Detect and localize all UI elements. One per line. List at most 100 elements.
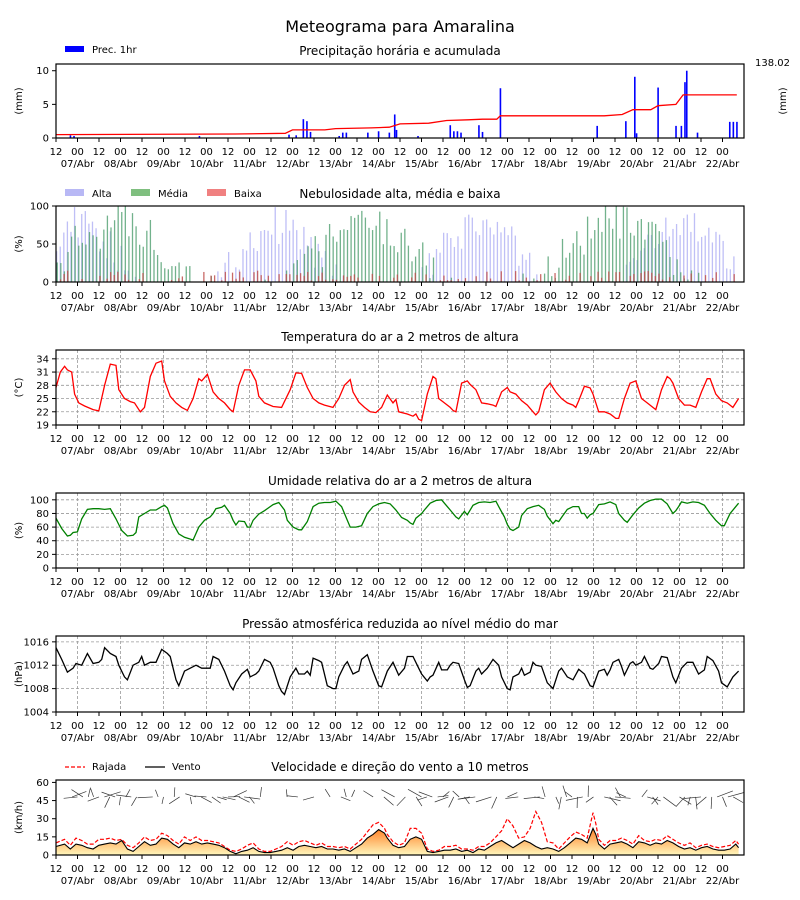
x-tick-label-hour: 12 [308,721,321,732]
cloud-bar-baixa [256,270,259,282]
cloud-bar-media [414,256,417,282]
precip-bar [388,132,391,138]
cloud-bar-baixa [231,272,234,282]
x-tick-label-date: 12/Abr [276,446,310,457]
wind-direction-arrow [437,795,449,798]
cloud-bar-media [149,219,152,282]
x-tick-label-hour: 00 [415,721,428,732]
cloud-bar-baixa [224,271,227,282]
cloud-bar-baixa [242,277,244,282]
x-tick-label-hour: 12 [566,434,579,445]
cloud-bar-media [608,218,610,282]
cloud-bar-alta [446,233,448,282]
x-tick-label-hour: 12 [222,434,235,445]
wind-direction-arrow [137,796,153,799]
cloud-bar-baixa [181,276,184,282]
wind-direction-arrow [418,791,433,798]
y-tick-label: 31 [36,368,49,379]
x-tick-label-hour: 12 [695,864,708,875]
panel-wind: Velocidade e direção do vento a 10 metro… [14,760,745,887]
cloud-bar-alta [722,240,724,282]
x-tick-label-hour: 00 [329,147,342,158]
cloud-bar-media [662,241,664,282]
wind-direction-arrow [87,796,100,802]
cloud-bar-baixa [411,277,413,282]
x-tick-label-hour: 00 [501,434,514,445]
x-tick-label-date: 13/Abr [319,159,353,170]
wind-direction-arrow [609,796,618,806]
x-tick-label-date: 13/Abr [319,876,353,887]
cloud-bar-baixa [690,273,692,282]
cloud-bar-media [629,232,632,282]
x-tick-label-hour: 12 [136,147,149,158]
cloud-bar-baixa [117,271,119,282]
y-tick-label: 15 [36,832,49,843]
cloud-bar-baixa [81,279,83,282]
cloud-bar-media [178,262,180,282]
x-tick-label-date: 10/Abr [190,589,224,600]
cloud-bar-media [357,214,359,282]
x-tick-label-hour: 00 [501,721,514,732]
x-tick-label-date: 08/Abr [104,303,138,314]
x-tick-label-hour: 12 [394,864,407,875]
x-tick-label-hour: 12 [480,721,493,732]
x-tick-label-hour: 12 [222,721,235,732]
x-tick-label-date: 13/Abr [319,733,353,744]
x-tick-label-date: 15/Abr [405,589,439,600]
cloud-bar-alta [288,230,291,282]
x-tick-label-hour: 00 [587,291,600,302]
y-tick-label: 1008 [24,684,49,695]
x-tick-label-hour: 12 [265,291,278,302]
legend-swatch-alta [65,189,84,196]
cloud-bar-alta [686,214,688,282]
x-tick-label-date: 22/Abr [706,876,740,887]
legend-label: Baixa [234,189,262,200]
cloud-bar-media [558,267,560,282]
precip-bar [417,135,419,138]
cloud-bar-baixa [325,279,327,282]
cloud-bar-media [626,207,628,282]
cloud-bar-baixa [518,280,520,282]
cloud-bar-media [318,251,320,282]
x-tick-label-hour: 00 [415,434,428,445]
cloud-bar-media [121,211,123,282]
panel-title: Umidade relativa do ar a 2 metros de alt… [268,474,532,488]
legend: Rajada Vento [65,762,201,773]
x-tick-label-date: 17/Abr [491,446,525,457]
cloud-bar-baixa [99,275,101,282]
y-axis-label: (hPa) [14,661,25,687]
cloud-bar-media [56,262,58,282]
precip-bar [696,132,699,138]
x-tick-label-hour: 00 [114,291,127,302]
x-tick-label-hour: 12 [265,864,278,875]
cloud-bar-media [422,242,424,282]
x-tick-label-date: 11/Abr [233,446,267,457]
cloud-bar-baixa [568,275,571,282]
wind-direction-arrow [722,796,727,807]
cloud-bar-media [146,230,148,282]
cloud-bar-baixa [425,274,427,282]
wind-direction-arrow [238,796,250,803]
x-tick-label-hour: 00 [114,147,127,158]
precip-bar [338,135,340,138]
x-tick-label-hour: 00 [243,434,256,445]
cloud-bar-baixa [178,278,180,282]
x-tick-label-date: 22/Abr [706,589,740,600]
x-tick-label-date: 16/Abr [448,876,482,887]
x-tick-label-hour: 00 [71,147,84,158]
cloud-bar-baixa [59,279,62,282]
cloud-bar-alta [468,214,470,282]
x-tick-label-date: 22/Abr [706,733,740,744]
cloud-bar-media [307,246,309,282]
x-tick-label-hour: 00 [200,577,213,588]
x-tick-label-hour: 00 [716,721,729,732]
cloud-bar-alta [66,221,69,282]
cloud-bar-media [637,220,639,282]
cloud-bar-baixa [110,272,112,282]
cloud-bar-baixa [643,271,646,282]
cloud-bar-alta [63,232,65,282]
panel-title: Temperatura do ar a 2 metros de altura [280,330,519,344]
cloud-bar-baixa [640,273,642,282]
cloud-bar-media [411,261,413,282]
cloud-bar-media [551,276,553,282]
